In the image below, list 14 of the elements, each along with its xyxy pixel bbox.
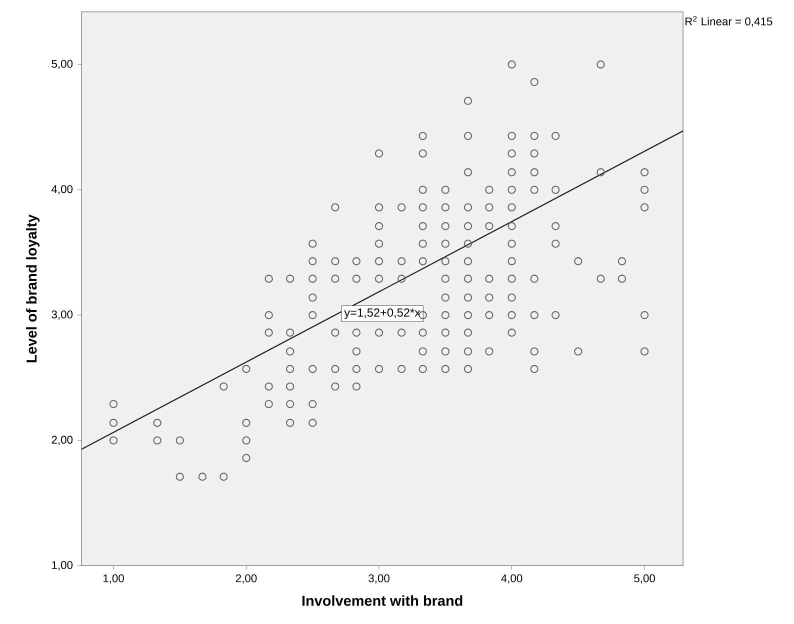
y-tick-label: 3,00 [52,310,73,320]
y-tick-label: 5,00 [52,60,73,70]
x-tick-label: 5,00 [634,574,655,584]
y-axis-title: Level of brand loyalty [26,214,40,362]
y-tick-label: 2,00 [52,436,73,445]
x-tick-label: 2,00 [236,574,257,584]
y-tick-label: 4,00 [51,185,73,194]
x-tick-label: 4,00 [501,574,522,584]
annotation: y=1,52+0,52*x [344,308,420,319]
x-tick-label: 1,00 [103,574,124,584]
x-tick-label: 3,00 [368,574,390,584]
y-tick-label: 1,00 [52,561,73,570]
x-axis-title: Involvement with brand [302,595,462,606]
text: R$^{2}$ Linear = 0,415 [686,16,772,27]
